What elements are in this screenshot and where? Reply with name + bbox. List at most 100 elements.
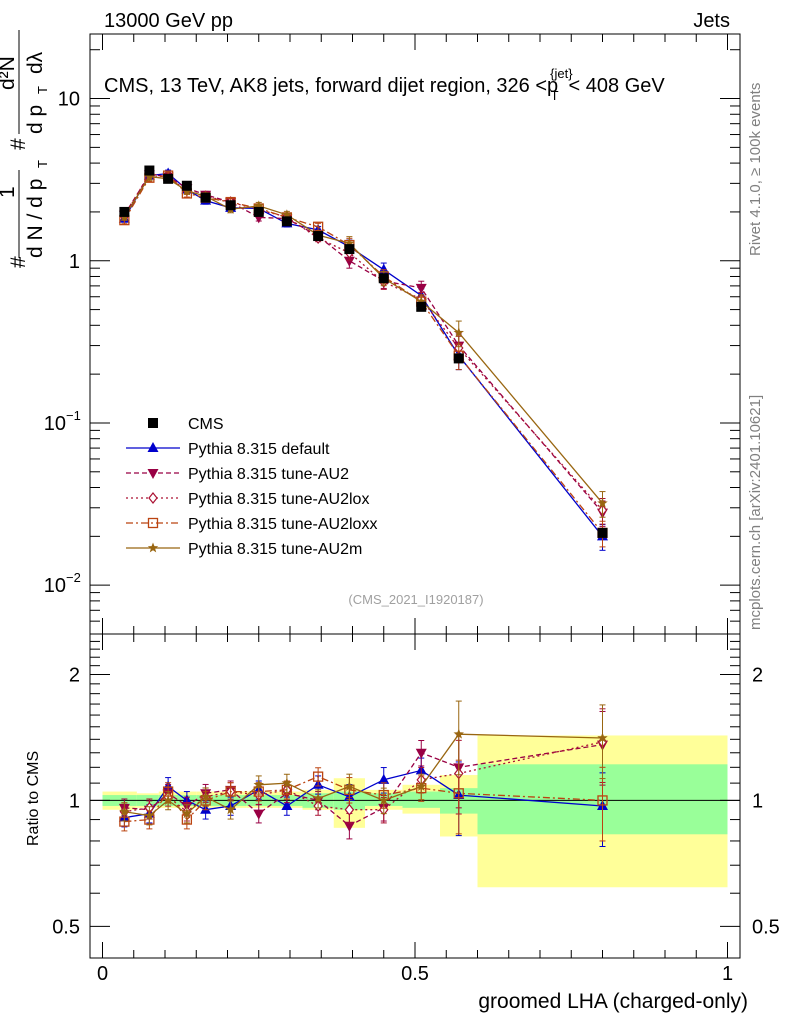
svg-text:#: #	[7, 256, 30, 268]
x-tick-label: 1	[722, 963, 733, 985]
ratio-y-tick-label-right: 1	[752, 790, 763, 812]
marker-default	[281, 799, 293, 810]
marker-cms	[200, 192, 211, 203]
marker-au2lox	[344, 803, 355, 816]
marker-cms	[163, 173, 174, 184]
marker-cms	[281, 216, 292, 227]
marker-cms	[313, 231, 324, 242]
marker-cms	[597, 527, 608, 538]
ratio-y-tick-label: 2	[69, 665, 80, 687]
marker-cms	[344, 244, 355, 255]
y-tick-exponent: −2	[66, 570, 81, 585]
series-line-au2lox	[123, 172, 603, 511]
marker-au2	[343, 256, 355, 267]
legend-marker-default	[147, 442, 159, 452]
x-axis-label: groomed LHA (charged-only)	[478, 990, 748, 1013]
marker-au2m	[344, 781, 355, 791]
y-tick-label: 10	[44, 575, 66, 597]
marker-au2m	[181, 808, 193, 819]
plot-title: CMS, 13 TeV, AK8 jets, forward dijet reg…	[104, 66, 665, 103]
y-tick-label: 1	[69, 251, 80, 273]
marker-cms	[253, 206, 264, 217]
marker-au2	[253, 809, 265, 820]
svg-text:d²N: d²N	[0, 56, 19, 90]
main-series	[118, 165, 608, 551]
ratio-y-axis-label: Ratio to CMS	[25, 751, 42, 846]
marker-au2m	[312, 793, 324, 804]
svg-text:T: T	[35, 86, 50, 94]
ratio-y-tick-label: 1	[69, 790, 80, 812]
legend-label: Pythia 8.315 default	[188, 441, 330, 458]
svg-text:T: T	[35, 160, 50, 168]
marker-au2m	[597, 497, 608, 508]
analysis-watermark: (CMS_2021_I1920187)	[348, 592, 483, 607]
marker-au2m	[378, 794, 389, 805]
svg-text:d N / d p: d N / d p	[24, 179, 47, 258]
marker-au2loxx	[597, 795, 608, 806]
legend: CMS Pythia 8.315 default Pythia 8.315 tune…	[126, 416, 377, 558]
legend-label: Pythia 8.315 tune-AU2lox	[188, 491, 369, 508]
marker-au2m	[453, 728, 464, 739]
marker-cms	[181, 180, 192, 191]
marker-au2	[415, 748, 427, 759]
ratio-y-tick-label-right: 2	[752, 665, 763, 687]
marker-au2m	[200, 791, 211, 802]
ratio-series	[118, 700, 608, 847]
marker-cms	[453, 353, 464, 364]
marker-au2m	[162, 794, 174, 805]
x-tick-label: 0	[97, 963, 108, 985]
svg-text:dλ: dλ	[24, 51, 47, 74]
ratio-y-tick-label: 0.5	[52, 916, 80, 938]
marker-au2m	[225, 804, 236, 815]
marker-cms	[225, 200, 236, 211]
marker-au2m	[253, 200, 264, 211]
y-tick-label: 10	[44, 413, 66, 435]
marker-au2m	[144, 810, 155, 820]
legend-marker-au2	[147, 469, 159, 479]
main-y-axis-label: # 1 d N / d p T # d²N d p T dλ	[0, 30, 50, 268]
rivet-label: Rivet 4.1.0, ≥ 100k events	[747, 83, 764, 256]
jets-label: Jets	[693, 10, 730, 32]
marker-au2loxx	[225, 786, 236, 797]
mcplots-label: mcplots.cern.ch [arXiv:2401.10621]	[747, 395, 764, 630]
marker-cms	[119, 206, 130, 217]
svg-text:d p: d p	[24, 105, 47, 134]
energy-label: 13000 GeV pp	[104, 10, 233, 32]
legend-label: Pythia 8.315 tune-AU2	[188, 466, 349, 483]
marker-au2	[343, 821, 355, 832]
uncertainty-bands	[102, 735, 728, 888]
series-line-au2m	[124, 733, 603, 817]
marker-au2m	[453, 327, 464, 338]
legend-marker-au2loxx	[147, 517, 159, 529]
y-tick-exponent: −1	[66, 408, 81, 423]
marker-cms	[416, 301, 427, 312]
marker-au2loxx	[312, 771, 324, 782]
svg-text:#: #	[7, 138, 30, 150]
marker-au2m	[119, 806, 130, 817]
marker-cms	[144, 165, 155, 176]
series-line-au2	[123, 173, 603, 514]
marker-au2m	[597, 732, 608, 743]
legend-marker-au2lox	[148, 492, 158, 504]
marker-au2m	[416, 781, 427, 791]
marker-au2	[415, 283, 427, 294]
legend-label: Pythia 8.315 tune-AU2m	[188, 541, 362, 558]
x-tick-label: 0.5	[401, 963, 429, 985]
y-tick-label: 10	[58, 89, 80, 111]
marker-cms	[378, 273, 389, 284]
marker-au2m	[416, 296, 427, 307]
marker-au2m	[144, 171, 155, 182]
marker-au2m	[281, 777, 293, 788]
legend-marker-au2m	[147, 542, 159, 553]
marker-au2m	[281, 209, 293, 220]
ratio-y-tick-label-right: 0.5	[752, 916, 780, 938]
legend-label: CMS	[188, 416, 224, 433]
legend-label: Pythia 8.315 tune-AU2loxx	[188, 516, 377, 533]
marker-au2loxx	[453, 788, 464, 799]
marker-au2m	[253, 779, 264, 790]
marker-au2m	[344, 237, 355, 248]
marker-default	[378, 773, 390, 784]
legend-marker-cms	[148, 418, 158, 428]
svg-text:1: 1	[0, 186, 19, 198]
